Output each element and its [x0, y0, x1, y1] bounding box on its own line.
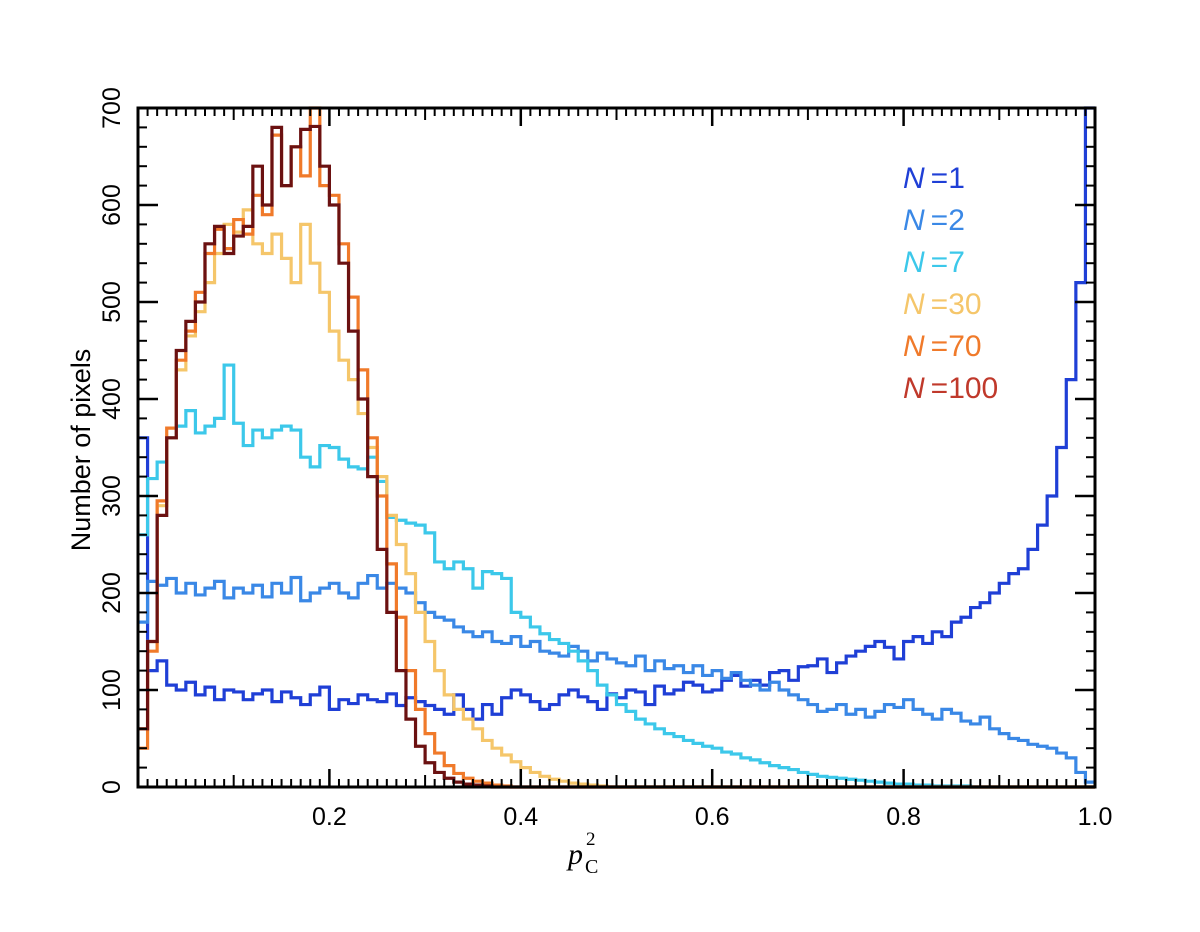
legend-n-symbol: N: [903, 204, 925, 237]
y-axis-title: Number of pixels: [66, 349, 96, 552]
x-tick-label: 0.8: [886, 803, 921, 831]
legend-value: =2: [931, 204, 965, 237]
legend-value: =100: [931, 372, 999, 405]
legend-value: =30: [931, 288, 982, 321]
histogram-series-n2: [138, 573, 1095, 784]
axis-labels: Number of pixels p 2 C: [66, 349, 598, 878]
y-tick-label: 400: [98, 378, 126, 420]
x-tick-label: 0.2: [312, 803, 347, 831]
y-tick-label: 200: [98, 572, 126, 614]
legend-value: =70: [931, 330, 982, 363]
y-tick-label: 700: [98, 87, 126, 129]
legend-n-symbol: N: [903, 246, 925, 279]
legend: N =1N =2N =7N =30N =70N =100: [903, 162, 998, 405]
y-tick-label: 500: [98, 281, 126, 323]
legend-item-n7: N =7: [903, 246, 965, 279]
axis-ticks: 0.2 0.4 0.6 0.8 1.0 0 100 200 300 400 500 600 700: [98, 87, 1112, 831]
y-tick-label: 0: [98, 780, 126, 794]
x-tick-label: 1.0: [1078, 803, 1113, 831]
x-axis-title-subscript: C: [585, 856, 598, 878]
legend-n-symbol: N: [903, 162, 925, 195]
x-axis-title-superscript: 2: [586, 829, 596, 850]
legend-item-n100: N =100: [903, 372, 998, 405]
legend-item-n70: N =70: [903, 330, 982, 363]
legend-n-symbol: N: [903, 372, 925, 405]
legend-item-n2: N =2: [903, 204, 965, 237]
x-tick-label: 0.4: [503, 803, 538, 831]
legend-value: =1: [931, 162, 965, 195]
legend-n-symbol: N: [903, 288, 925, 321]
x-tick-label: 0.6: [695, 803, 730, 831]
legend-value: =7: [931, 246, 965, 279]
histogram-series-n1: [138, 106, 1095, 721]
legend-item-n30: N =30: [903, 288, 982, 321]
y-tick-label: 600: [98, 184, 126, 226]
y-tick-label: 300: [98, 475, 126, 517]
y-tick-label: 100: [98, 669, 126, 711]
histogram-series-n7: [138, 363, 1095, 789]
legend-n-symbol: N: [903, 330, 925, 363]
legend-item-n1: N =1: [903, 162, 965, 195]
x-axis-title: p: [566, 838, 583, 871]
